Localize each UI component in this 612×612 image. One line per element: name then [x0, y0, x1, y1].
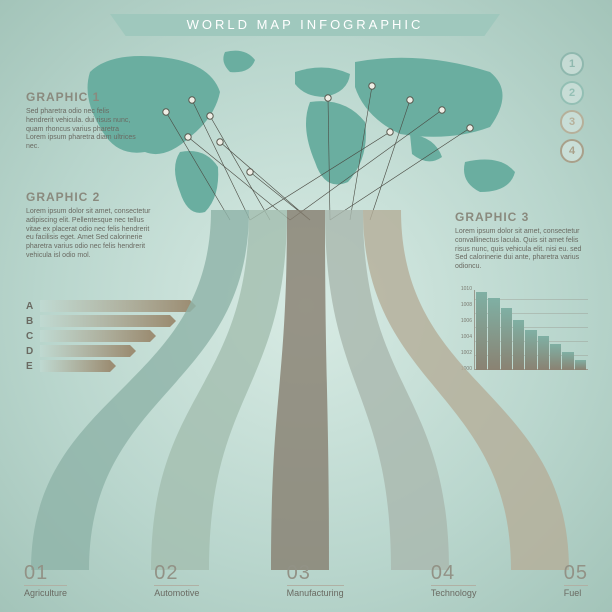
map-point	[207, 113, 213, 119]
category-manufacturing: 03Manufacturing	[287, 562, 344, 598]
map-point	[369, 83, 375, 89]
arrow-bar	[40, 300, 190, 312]
arrow-legend: ABCDE	[26, 300, 190, 372]
title-banner: WORLD MAP INFOGRAPHIC	[110, 14, 500, 36]
connector-line	[220, 142, 310, 220]
map-point	[325, 95, 331, 101]
arrow-bar	[40, 345, 130, 357]
map-point	[407, 97, 413, 103]
bar-ylabel: 1002	[448, 350, 472, 356]
map-point	[163, 109, 169, 115]
connector-line	[250, 172, 310, 220]
arrow-row-B: B	[26, 315, 190, 327]
arrow-bar	[40, 330, 150, 342]
arrow-label: D	[26, 346, 40, 357]
graphic-2-block: GRAPHIC 2 Lorem ipsum dolor sit amet, co…	[26, 190, 154, 261]
graphic-1-title: GRAPHIC 1	[26, 90, 136, 105]
arrow-label: A	[26, 301, 40, 312]
continent-shape	[464, 160, 515, 192]
connector-line	[210, 116, 270, 220]
map-point	[467, 125, 473, 131]
map-point	[439, 107, 445, 113]
arrow-row-C: C	[26, 330, 190, 342]
graphic-2-body: Lorem ipsum dolor sit amet, consectetur …	[26, 208, 154, 261]
category-row: 01Agriculture 02Automotive 03Manufacturing…	[24, 562, 588, 598]
arrow-row-D: D	[26, 345, 190, 357]
arrow-label: C	[26, 331, 40, 342]
bar-chart: 101010081006100410021000	[448, 290, 588, 382]
arrow-bar	[40, 360, 110, 372]
continent-shape	[306, 101, 366, 184]
graphic-1-body: Sed pharetra odio nec felis hendrerit ve…	[26, 108, 136, 152]
arrow-label: B	[26, 316, 40, 327]
category-agriculture: 01Agriculture	[24, 562, 67, 598]
stream	[271, 210, 329, 570]
continent-shape	[223, 51, 255, 73]
map-point	[185, 134, 191, 140]
arrow-label: E	[26, 361, 40, 372]
category-label: Fuel	[564, 585, 588, 598]
bar-ylabel: 1008	[448, 302, 472, 308]
bar	[550, 344, 561, 370]
bar-ylabel: 1010	[448, 286, 472, 292]
bar-ylabel: 1006	[448, 318, 472, 324]
stream	[31, 210, 249, 570]
bar	[538, 336, 549, 370]
graphic-2-title: GRAPHIC 2	[26, 190, 154, 205]
category-number: 03	[287, 562, 344, 585]
category-number: 01	[24, 562, 67, 585]
graphic-3-body: Lorem ipsum dolor sit amet, consectetur …	[455, 228, 583, 272]
stream	[325, 210, 449, 570]
category-label: Manufacturing	[287, 585, 344, 598]
arrow-row-E: E	[26, 360, 190, 372]
map-point	[217, 139, 223, 145]
continent-shape	[175, 151, 218, 213]
bar	[488, 298, 499, 370]
bar	[513, 320, 524, 370]
category-number: 05	[564, 562, 588, 585]
graphic-1-block: GRAPHIC 1 Sed pharetra odio nec felis he…	[26, 90, 136, 152]
map-point	[387, 129, 393, 135]
category-technology: 04Technology	[431, 562, 477, 598]
continent-shape	[295, 67, 350, 97]
bar	[501, 308, 512, 370]
number-badges: 1 2 3 4	[560, 52, 584, 163]
category-number: 04	[431, 562, 477, 585]
stream	[151, 210, 287, 570]
category-number: 02	[154, 562, 199, 585]
badge-1[interactable]: 1	[560, 52, 584, 76]
bar	[525, 330, 536, 370]
badge-2[interactable]: 2	[560, 81, 584, 105]
arrow-bar	[40, 315, 170, 327]
graphic-3-title: GRAPHIC 3	[455, 210, 583, 225]
bar-ylabel: 1004	[448, 334, 472, 340]
badge-3[interactable]: 3	[560, 110, 584, 134]
category-label: Automotive	[154, 585, 199, 598]
bar-ylabel: 1000	[448, 366, 472, 372]
map-point	[247, 169, 253, 175]
category-label: Agriculture	[24, 585, 67, 598]
bar	[476, 292, 487, 370]
bar	[575, 360, 586, 370]
arrow-row-A: A	[26, 300, 190, 312]
category-label: Technology	[431, 585, 477, 598]
category-automotive: 02Automotive	[154, 562, 199, 598]
badge-4[interactable]: 4	[560, 139, 584, 163]
category-fuel: 05Fuel	[564, 562, 588, 598]
map-point	[189, 97, 195, 103]
bar	[562, 352, 573, 370]
continent-shape	[355, 58, 503, 137]
graphic-3-block: GRAPHIC 3 Lorem ipsum dolor sit amet, co…	[455, 210, 583, 272]
